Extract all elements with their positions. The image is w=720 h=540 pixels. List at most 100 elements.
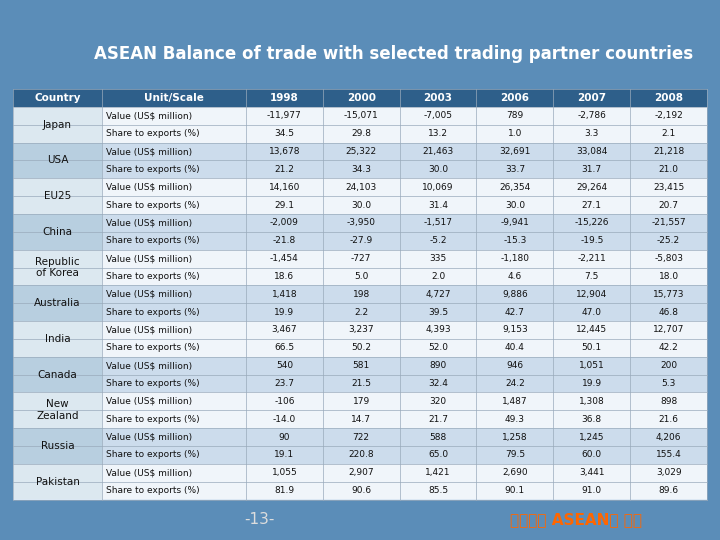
Bar — [630, 339, 707, 357]
Bar — [554, 196, 630, 214]
Text: -9,941: -9,941 — [500, 218, 529, 227]
Text: 30.0: 30.0 — [428, 165, 448, 174]
Bar — [630, 196, 707, 214]
Text: Share to exports (%): Share to exports (%) — [106, 486, 199, 495]
Bar — [323, 321, 400, 339]
Bar — [554, 232, 630, 249]
Text: 21.7: 21.7 — [428, 415, 448, 424]
Text: 220.8: 220.8 — [348, 450, 374, 460]
Bar — [554, 375, 630, 393]
Text: 32,691: 32,691 — [499, 147, 531, 156]
Text: 29.8: 29.8 — [351, 129, 372, 138]
Bar — [477, 375, 554, 393]
Bar — [246, 339, 323, 357]
Text: 81.9: 81.9 — [274, 486, 294, 495]
Text: 722: 722 — [353, 433, 369, 442]
Text: 23.7: 23.7 — [274, 379, 294, 388]
Bar — [323, 249, 400, 267]
Text: -727: -727 — [351, 254, 372, 263]
Bar — [400, 160, 477, 178]
Bar — [630, 446, 707, 464]
Text: -1,517: -1,517 — [423, 218, 453, 227]
Text: 20.7: 20.7 — [659, 200, 679, 210]
Bar — [554, 482, 630, 500]
Bar — [13, 285, 102, 303]
Text: 198: 198 — [353, 290, 370, 299]
Bar — [554, 160, 630, 178]
Bar — [246, 303, 323, 321]
Bar — [400, 125, 477, 143]
Text: 27.1: 27.1 — [582, 200, 602, 210]
Bar — [323, 303, 400, 321]
Bar — [102, 214, 246, 232]
Text: 24.2: 24.2 — [505, 379, 525, 388]
Bar — [554, 89, 630, 107]
Text: Share to exports (%): Share to exports (%) — [106, 237, 199, 245]
Bar — [102, 125, 246, 143]
Bar — [102, 303, 246, 321]
Bar — [630, 303, 707, 321]
Bar — [323, 464, 400, 482]
Bar — [477, 196, 554, 214]
Text: Value (US$ million): Value (US$ million) — [106, 218, 192, 227]
Text: 2.2: 2.2 — [354, 308, 368, 316]
Text: Value (US$ million): Value (US$ million) — [106, 254, 192, 263]
Text: 33.7: 33.7 — [505, 165, 525, 174]
Text: 1,487: 1,487 — [502, 397, 528, 406]
Text: 2007: 2007 — [577, 93, 606, 103]
Text: 39.5: 39.5 — [428, 308, 448, 316]
Bar — [400, 178, 477, 196]
Bar — [554, 107, 630, 125]
Text: 2.1: 2.1 — [662, 129, 676, 138]
Text: 40.4: 40.4 — [505, 343, 525, 352]
Bar — [102, 160, 246, 178]
Text: 66.5: 66.5 — [274, 343, 294, 352]
Text: Japan: Japan — [43, 120, 72, 130]
Text: 25,322: 25,322 — [346, 147, 377, 156]
Text: 18.6: 18.6 — [274, 272, 294, 281]
Bar — [630, 125, 707, 143]
Text: 13,678: 13,678 — [269, 147, 300, 156]
Bar — [13, 178, 102, 196]
Text: Republic
of Korea: Republic of Korea — [35, 256, 80, 278]
Bar — [400, 107, 477, 125]
Bar — [477, 393, 554, 410]
Bar — [102, 178, 246, 196]
Text: 14,160: 14,160 — [269, 183, 300, 192]
Text: Value (US$ million): Value (US$ million) — [106, 183, 192, 192]
Text: Australia: Australia — [35, 298, 81, 308]
Bar — [323, 107, 400, 125]
Bar — [102, 410, 246, 428]
Bar — [246, 143, 323, 160]
Bar — [630, 428, 707, 446]
Text: 34.3: 34.3 — [351, 165, 372, 174]
Text: Share to exports (%): Share to exports (%) — [106, 165, 199, 174]
Text: Share to exports (%): Share to exports (%) — [106, 129, 199, 138]
Bar — [554, 393, 630, 410]
Bar — [13, 232, 102, 249]
Bar — [477, 214, 554, 232]
Text: Share to exports (%): Share to exports (%) — [106, 308, 199, 316]
Bar — [323, 160, 400, 178]
Text: 12,707: 12,707 — [653, 326, 684, 334]
Text: Country: Country — [35, 93, 81, 103]
Text: 90.6: 90.6 — [351, 486, 372, 495]
Bar — [554, 303, 630, 321]
Bar — [246, 375, 323, 393]
Text: 49.3: 49.3 — [505, 415, 525, 424]
Bar — [102, 393, 246, 410]
Text: -13-: -13- — [244, 512, 274, 527]
Bar — [13, 357, 102, 375]
Text: 581: 581 — [353, 361, 370, 370]
Bar — [323, 196, 400, 214]
Text: -21,557: -21,557 — [652, 218, 686, 227]
Bar — [246, 214, 323, 232]
Text: 320: 320 — [430, 397, 446, 406]
Bar — [13, 339, 102, 357]
Text: 2008: 2008 — [654, 93, 683, 103]
Bar — [13, 303, 102, 321]
Text: -15,071: -15,071 — [344, 111, 379, 120]
Text: Value (US$ million): Value (US$ million) — [106, 397, 192, 406]
Text: 3,029: 3,029 — [656, 468, 681, 477]
Bar — [477, 249, 554, 267]
